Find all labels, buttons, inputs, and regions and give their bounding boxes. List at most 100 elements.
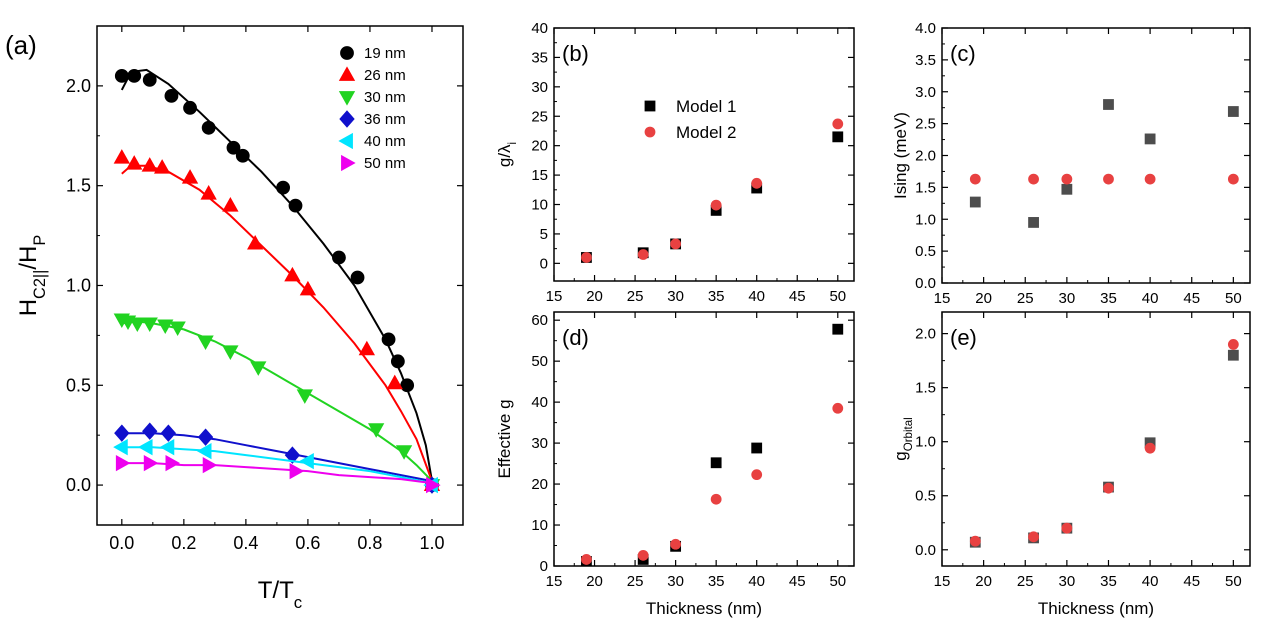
y-tick-label: 15 — [531, 167, 548, 184]
data-point-19-nm — [183, 100, 197, 115]
plot-frame — [553, 311, 855, 567]
data-point-26-nm — [284, 266, 301, 282]
panel-e: 15 20 25 30 35 40 45 50 0.0 0.5 1.0 1.5 2.0 (e) Thickn… — [891, 311, 1251, 618]
x-tick-label: 40 — [748, 288, 765, 305]
data-point-19-nm — [235, 148, 250, 163]
y-tick-label: 0.0 — [915, 275, 936, 292]
data-point-19-nm — [114, 69, 129, 83]
y-tick-label: 1.5 — [915, 380, 936, 397]
x-tick-label: 0.0 — [109, 533, 134, 553]
data-point-36-nm — [160, 424, 177, 442]
data-point-Model-2 — [710, 493, 722, 505]
x-axis-label-main: T/T — [258, 577, 294, 604]
y-tick-label: 1.5 — [66, 176, 91, 196]
data-point-26-nm — [200, 185, 217, 200]
data-point-Model-1 — [969, 196, 981, 208]
y-tick-label: 0.5 — [66, 375, 91, 395]
x-tick-label: 30 — [667, 288, 684, 305]
x-tick-label: 25 — [627, 573, 644, 590]
plot-frame — [96, 25, 464, 526]
x-tick-label: 45 — [789, 573, 806, 590]
data-point-26-nm — [386, 374, 403, 390]
x-tick-label: 30 — [1059, 290, 1076, 307]
data-point-Model-2 — [1028, 531, 1039, 543]
x-tick-label: 25 — [1017, 573, 1034, 590]
x-tick-label: 35 — [1100, 573, 1117, 590]
x-axis-label: Thickness (nm) — [1038, 599, 1154, 618]
data-point-Model-2 — [637, 549, 649, 561]
data-point-19-nm — [226, 140, 241, 155]
legend-marker-Model-2 — [644, 126, 656, 138]
data-point-Model-2 — [581, 554, 592, 565]
legend-label: 40 nm — [364, 133, 406, 150]
panel-label: (a) — [5, 30, 37, 60]
data-point-30-nm — [395, 445, 413, 460]
data-point-50-nm — [143, 454, 159, 472]
data-point-30-nm — [367, 423, 385, 438]
x-axis-label: Thickness (nm) — [646, 599, 762, 618]
y-tick-label: 0.5 — [915, 488, 936, 505]
data-point-26-nm — [153, 159, 171, 174]
x-tick-label: 15 — [546, 573, 563, 590]
data-point-Model-1 — [1028, 217, 1039, 228]
y-tick-label: 2.0 — [66, 76, 91, 96]
x-axis-label: T/Tc — [258, 577, 302, 612]
data-point-26-nm — [141, 157, 158, 172]
legend-marker-Model-1 — [644, 100, 656, 112]
panel-label: (c) — [950, 41, 976, 66]
y-axis-label: gOrbital — [891, 417, 915, 460]
data-point-30-nm — [169, 321, 186, 337]
x-tick-label: 0.6 — [295, 533, 320, 553]
data-point-Model-2 — [1227, 339, 1239, 350]
x-tick-label: 0.2 — [171, 533, 196, 553]
y-axis-label-sub: Orbital — [903, 417, 915, 451]
x-axis-label-sub: c — [294, 593, 302, 612]
data-point-26-nm — [181, 169, 199, 184]
data-point-19-nm — [381, 332, 396, 347]
data-point-30-nm — [141, 317, 158, 333]
y-axis-label-main: Effective g — [495, 399, 514, 478]
data-point-40-nm — [299, 452, 314, 470]
x-tick-label: 35 — [1100, 290, 1117, 307]
data-point-30-nm — [197, 335, 214, 350]
plot-area — [581, 118, 844, 263]
y-tick-label: 0 — [540, 558, 548, 575]
data-point-30-nm — [129, 317, 146, 333]
x-tick-label: 20 — [586, 573, 603, 590]
y-tick-label: 0 — [540, 255, 548, 272]
y-tick-label: 30 — [531, 435, 548, 452]
x-tick-label: 30 — [667, 573, 684, 590]
y-axis-label-sub2: P — [31, 235, 49, 246]
data-point-Model-1 — [1103, 99, 1114, 110]
data-point-50-nm — [426, 476, 441, 494]
data-point-Model-1 — [1144, 133, 1156, 145]
data-point-Model-2 — [969, 535, 981, 547]
plot-area — [969, 339, 1239, 548]
data-point-26-nm — [126, 155, 143, 170]
data-point-Model-2 — [1103, 482, 1114, 494]
data-point-19-nm — [127, 69, 142, 83]
data-point-Model-2 — [969, 173, 981, 185]
data-point-19-nm — [201, 120, 216, 135]
data-point-Model-2 — [670, 538, 682, 550]
data-point-Model-1 — [1227, 349, 1239, 361]
x-tick-label: 1.0 — [419, 533, 444, 553]
x-tick-label: 50 — [829, 573, 846, 590]
legend-label: 26 nm — [364, 67, 406, 84]
panel-a: 0.0 0.2 0.4 0.6 0.8 1.0 0.0 0.5 1.0 1.5 2.0 (a) T/Tc… — [5, 25, 464, 612]
x-tick-label: 50 — [1225, 573, 1242, 590]
y-tick-label: 0.5 — [915, 243, 936, 260]
y-tick-label: 10 — [531, 517, 548, 534]
data-point-Model-2 — [1028, 173, 1039, 185]
y-tick-label: 40 — [531, 394, 548, 411]
y-tick-label: 2.5 — [915, 116, 936, 133]
x-tick-label: 0.4 — [233, 533, 258, 553]
y-tick-label: 1.0 — [915, 434, 936, 451]
data-point-40-nm — [159, 438, 175, 456]
data-point-Model-2 — [751, 177, 763, 189]
x-tick-label: 15 — [934, 290, 951, 307]
y-tick-label: 10 — [531, 197, 548, 214]
y-tick-label: 3.5 — [915, 52, 936, 69]
y-axis-label: Ising (meV) — [891, 112, 910, 199]
data-point-Model-1 — [751, 442, 763, 454]
